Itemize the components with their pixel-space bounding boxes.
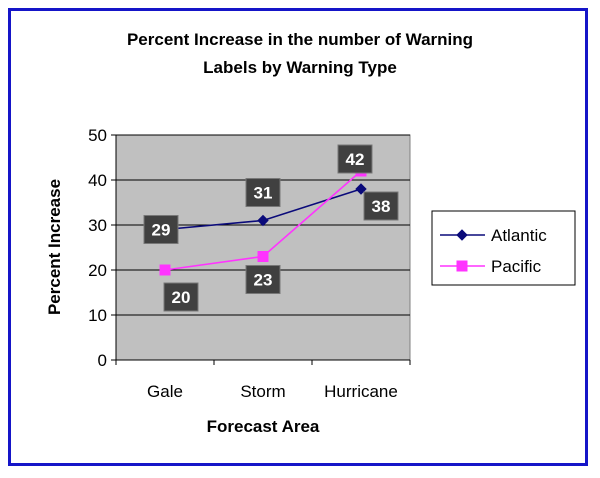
legend: Atlantic Pacific (431, 210, 576, 286)
data-label: 42 (346, 150, 365, 169)
x-tick-label: Storm (240, 382, 285, 401)
axes: 0 10 20 30 40 50 Gale Storm Hurricane (88, 126, 411, 401)
data-label-box (163, 282, 199, 312)
y-axis-title: Percent Increase (45, 179, 64, 315)
legend-marker-atlantic (456, 229, 468, 241)
data-point-atlantic (257, 214, 269, 227)
x-tick-label: Hurricane (324, 382, 398, 401)
data-labels: 29 31 38 20 23 42 (143, 144, 399, 312)
y-tick-label: 50 (88, 126, 107, 145)
y-tick-label: 10 (88, 306, 107, 325)
chart-title-line-2: Labels by Warning Type (203, 58, 397, 77)
y-tick-label: 40 (88, 171, 107, 190)
data-label-box (245, 178, 281, 207)
data-label: 29 (152, 221, 171, 240)
data-point-pacific (257, 251, 269, 262)
legend-label-atlantic: Atlantic (491, 226, 547, 245)
legend-label-pacific: Pacific (491, 257, 542, 276)
data-label: 31 (254, 184, 273, 203)
data-label: 20 (172, 288, 191, 307)
x-tick-label: Gale (147, 382, 183, 401)
legend-box (431, 210, 576, 286)
legend-items: Atlantic Pacific (440, 226, 547, 276)
data-label-box (337, 144, 373, 174)
data-label-box (245, 265, 281, 294)
data-label-box (143, 215, 179, 244)
y-tick-label: 0 (98, 351, 107, 370)
y-tick-label: 30 (88, 216, 107, 235)
legend-marker-pacific (456, 260, 468, 272)
x-axis-title: Forecast Area (207, 417, 320, 436)
data-label: 38 (372, 197, 391, 216)
chart-title-line-1: Percent Increase in the number of Warnin… (127, 30, 473, 49)
data-label-box (363, 191, 399, 221)
y-tick-label: 20 (88, 261, 107, 280)
data-point-pacific (159, 264, 171, 276)
data-label: 23 (254, 271, 273, 290)
